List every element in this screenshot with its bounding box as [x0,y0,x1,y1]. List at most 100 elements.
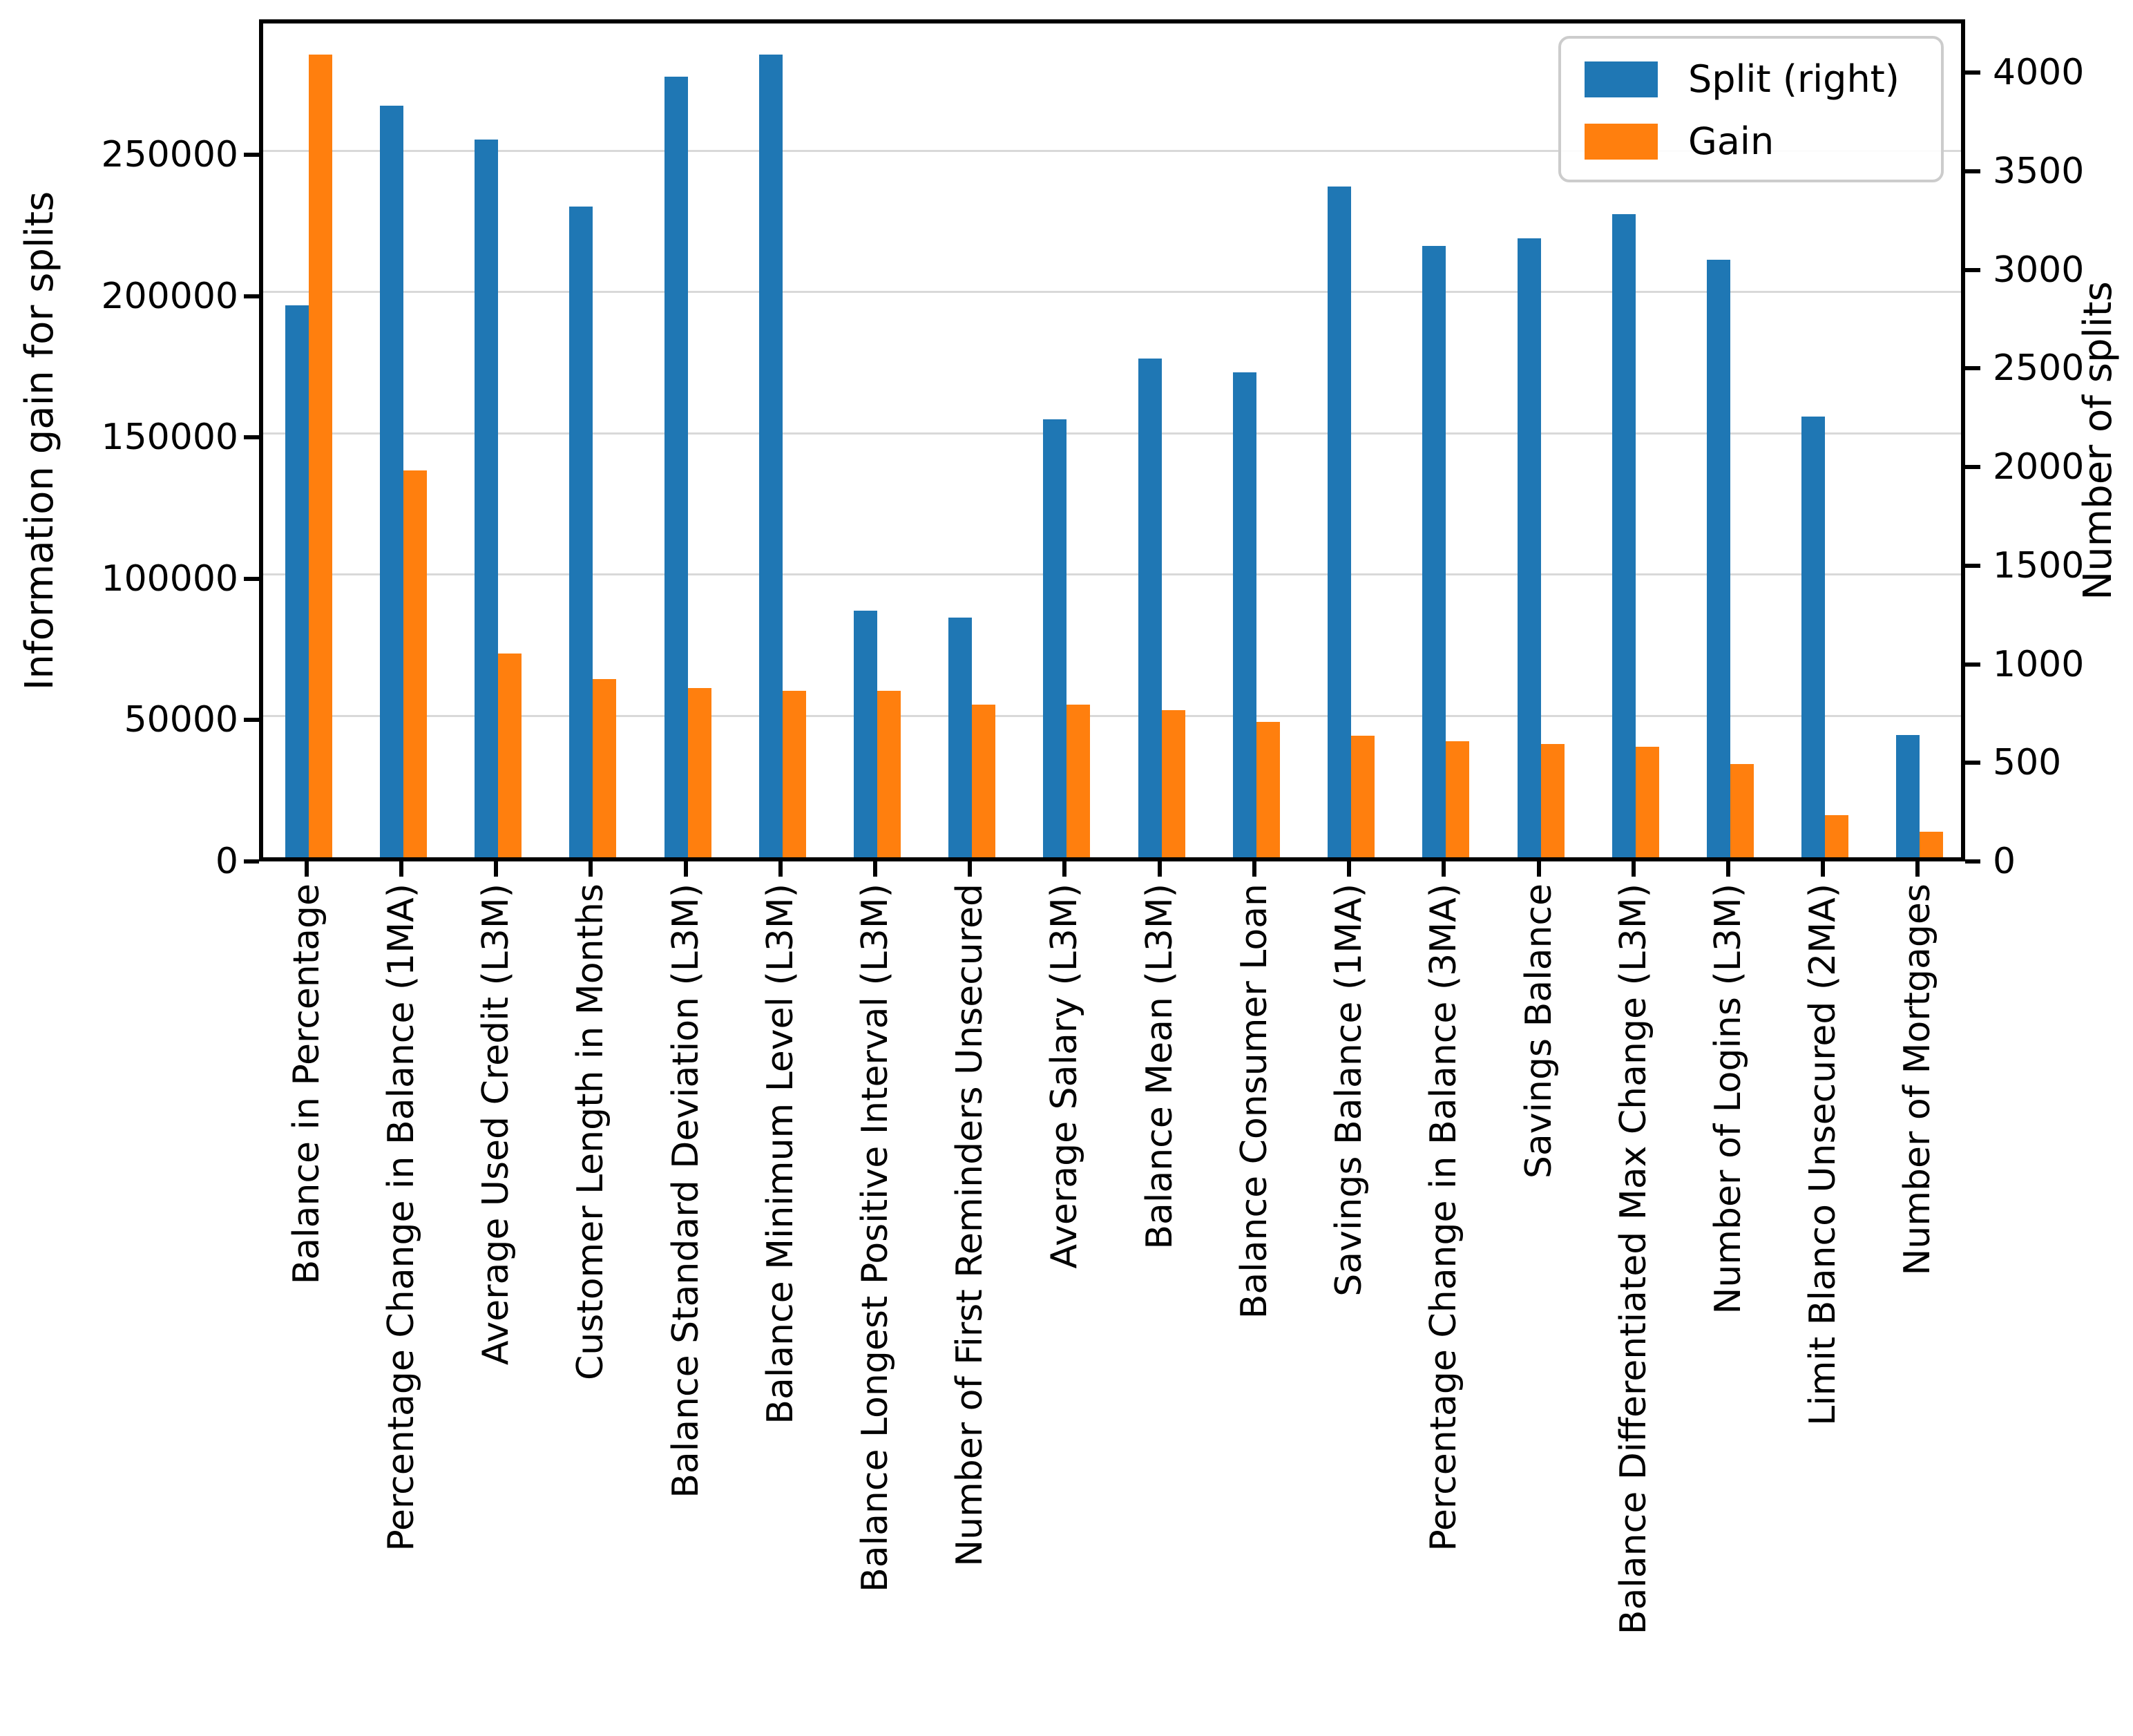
legend-label-split: Split (right) [1688,57,1900,101]
left-axis-tick-label: 50000 [124,699,238,741]
left-axis-tick-label: 100000 [101,557,238,600]
right-axis-tick [1965,662,1980,667]
bar-split [1801,416,1826,857]
left-axis-tick-label: 0 [215,841,238,882]
left-axis-tick-label: 250000 [101,134,238,176]
x-axis-category-label: Balance Longest Positive Interval (L3M) [854,884,896,1592]
x-axis-tick [494,861,499,877]
bar-gain [498,654,522,857]
right-axis-tick [1965,465,1980,470]
x-axis-tick [399,861,403,877]
bar-split [1422,246,1446,857]
bar-split [1706,260,1730,857]
right-axis-tick [1965,366,1980,371]
right-axis-tick-label: 0 [1993,841,2016,882]
bar-gain [1256,721,1280,857]
bar-split [853,611,877,857]
bar-gain [403,470,427,857]
x-axis-category-label: Average Used Credit (L3M) [475,884,517,1366]
left-axis-tick-label: 200000 [101,275,238,317]
x-axis-category-label: Balance in Percentage [285,884,327,1285]
bar-split [664,76,688,857]
x-axis-category-label: Balance Differentiated Max Change (L3M) [1612,884,1654,1635]
right-axis-tick [1965,169,1980,173]
bar-split [1328,187,1352,857]
left-axis-tick [244,718,259,723]
bar-gain [1540,744,1565,857]
x-axis-category-label: Balance Mean (L3M) [1138,884,1180,1250]
bar-gain [1446,741,1470,857]
bar-gain [1730,764,1754,857]
bar-gain [1066,705,1091,857]
x-axis-category-label: Number of Logins (L3M) [1707,884,1749,1315]
gridline [263,573,1961,576]
legend-item-split: Split (right) [1585,61,1900,98]
x-axis-tick [304,861,309,877]
bar-split [285,305,309,857]
right-axis-tick [1965,859,1980,864]
x-axis-category-label: Number of Mortgages [1897,884,1939,1276]
x-axis-category-label: Average Salary (L3M) [1044,884,1086,1269]
x-axis-category-label: Savings Balance (1MA) [1328,884,1370,1297]
right-axis-tick [1965,761,1980,765]
x-axis-tick [683,861,688,877]
x-axis-tick [589,861,593,877]
bar-gain [877,690,901,857]
legend-label-gain: Gain [1688,120,1775,163]
x-axis-tick [968,861,973,877]
bar-gain [782,690,806,857]
gridline [263,291,1961,294]
left-axis-tick [244,576,259,581]
x-axis-category-label: Balance Consumer Loan [1233,884,1275,1319]
x-axis-tick [778,861,783,877]
x-axis-tick [1915,861,1920,877]
right-axis-tick-label: 4000 [1993,52,2085,94]
bar-split [1611,214,1636,857]
x-axis-tick [1631,861,1636,877]
bar-split [758,55,783,857]
bar-gain [1351,736,1375,857]
x-axis-tick [1252,861,1256,877]
x-axis-tick [1725,861,1730,877]
right-axis-tick-label: 2500 [1993,347,2085,390]
right-axis-tick-label: 1500 [1993,544,2085,586]
bar-split [569,206,593,857]
bar-split [1232,372,1256,857]
x-axis-tick [1442,861,1446,877]
bar-gain [1920,832,1944,857]
bar-split [1138,358,1162,857]
right-axis-tick-label: 1000 [1993,643,2085,685]
bar-split [1043,419,1067,857]
right-axis-tick-label: 2000 [1993,446,2085,488]
legend-swatch-gain-icon [1585,124,1658,160]
x-axis-tick [872,861,877,877]
bar-gain [593,679,617,857]
right-axis-tick-label: 3000 [1993,249,2085,291]
bar-split [379,106,403,857]
bar-gain [1635,747,1659,857]
left-axis-tick [244,859,259,864]
bar-gain [1825,814,1849,857]
right-axis-tick [1965,70,1980,75]
legend: Split (right) Gain [1558,36,1944,182]
legend-item-gain: Gain [1585,123,1774,160]
x-axis-tick [1062,861,1067,877]
legend-swatch-split-icon [1585,61,1658,97]
x-axis-tick [1821,861,1826,877]
left-axis-tick-label: 150000 [101,417,238,459]
x-axis-category-label: Percentage Change in Balance (3MA) [1423,884,1465,1552]
bar-gain [972,705,996,857]
bar-gain [308,55,332,857]
bar-gain [687,687,711,857]
right-axis-tick-label: 3500 [1993,150,2085,192]
gridline [263,432,1961,435]
x-axis-category-label: Number of First Reminders Unsecured [949,884,991,1567]
left-axis-tick [244,294,259,298]
bar-split [475,139,499,857]
x-axis-category-label: Limit Blanco Unsecured (2MA) [1802,884,1844,1426]
gridline [263,714,1961,717]
left-axis-tick [244,435,259,440]
x-axis-tick [1347,861,1352,877]
right-axis-tick [1965,267,1980,272]
